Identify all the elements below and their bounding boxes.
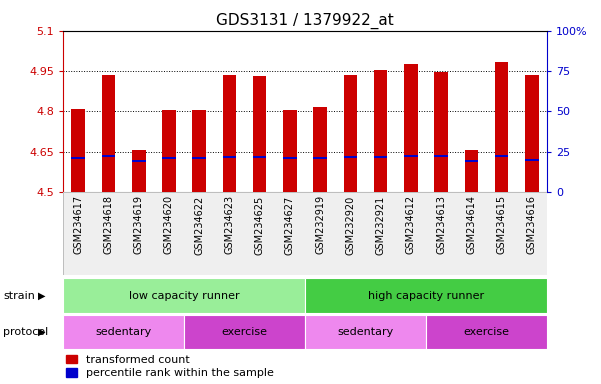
Text: low capacity runner: low capacity runner [129,291,239,301]
Bar [426,315,547,349]
Bar [305,278,547,313]
Bar [162,110,175,192]
Bar [495,155,508,157]
Bar [365,192,395,275]
Bar [283,110,297,192]
Bar [192,110,206,192]
Bar [132,150,145,192]
Bar [313,157,327,159]
Bar [192,157,206,159]
Text: GSM234627: GSM234627 [285,195,295,255]
Text: GSM234625: GSM234625 [255,195,264,255]
Bar [63,278,305,313]
Text: protocol: protocol [3,327,48,337]
Text: strain: strain [3,291,35,301]
Bar [456,192,486,275]
Text: GSM232920: GSM232920 [346,195,355,255]
Text: ▶: ▶ [38,327,45,337]
Bar [275,192,305,275]
Bar [222,156,236,158]
Bar [253,76,266,192]
Bar [435,72,448,192]
Bar [184,315,305,349]
Bar [222,75,236,192]
Bar [162,157,175,159]
Bar [215,192,245,275]
Bar [426,192,456,275]
Bar [486,192,517,275]
Text: exercise: exercise [463,327,510,337]
Text: GSM234619: GSM234619 [133,195,144,254]
Bar [124,192,154,275]
Bar [184,192,215,275]
Bar [517,192,547,275]
Bar [495,61,508,192]
Bar [154,192,184,275]
Bar [404,155,418,157]
Text: GSM234618: GSM234618 [103,195,114,254]
Bar [344,156,357,158]
Text: GSM234622: GSM234622 [194,195,204,255]
Text: GSM234615: GSM234615 [496,195,507,255]
Bar [283,157,297,159]
Text: sedentary: sedentary [96,327,151,337]
Bar [435,155,448,157]
Text: GSM234623: GSM234623 [224,195,234,255]
Bar [245,192,275,275]
Bar [305,192,335,275]
Text: GSM232919: GSM232919 [315,195,325,255]
Bar [253,156,266,158]
Bar [63,315,184,349]
Text: GSM234614: GSM234614 [466,195,477,254]
Text: high capacity runner: high capacity runner [368,291,484,301]
Bar [63,192,93,275]
Bar [404,65,418,192]
Text: GSM234612: GSM234612 [406,195,416,255]
Bar [344,75,357,192]
Bar [313,107,327,192]
Bar [72,109,85,192]
Text: GSM232921: GSM232921 [376,195,386,255]
Text: GSM234617: GSM234617 [73,195,83,255]
Bar [525,159,538,161]
Bar [465,150,478,192]
Title: GDS3131 / 1379922_at: GDS3131 / 1379922_at [216,13,394,29]
Bar [395,192,426,275]
Text: GSM234616: GSM234616 [527,195,537,254]
Bar [465,160,478,162]
Bar [72,157,85,159]
Text: ▶: ▶ [38,291,45,301]
Text: sedentary: sedentary [337,327,394,337]
Bar [335,192,365,275]
Bar [102,75,115,192]
Text: GSM234620: GSM234620 [164,195,174,255]
Legend: transformed count, percentile rank within the sample: transformed count, percentile rank withi… [66,355,273,379]
Bar [132,160,145,162]
Bar [525,75,538,192]
Bar [93,192,124,275]
Text: GSM234613: GSM234613 [436,195,446,254]
Bar [374,70,388,192]
Bar [102,155,115,157]
Bar [374,156,388,158]
Text: exercise: exercise [222,327,267,337]
Bar [305,315,426,349]
